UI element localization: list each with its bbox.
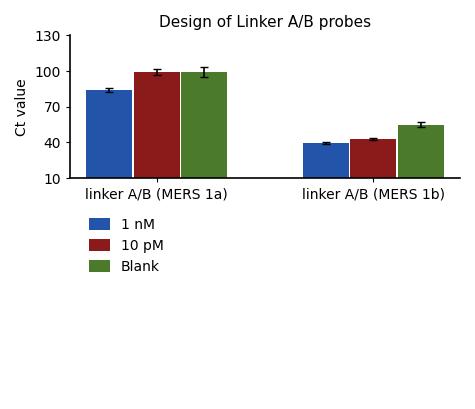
Bar <box>303 143 349 178</box>
Bar <box>350 139 397 178</box>
Y-axis label: Ct value: Ct value <box>15 78 29 135</box>
Legend: 1 nM, 10 pM, Blank: 1 nM, 10 pM, Blank <box>85 213 168 278</box>
Bar <box>181 72 228 178</box>
Title: Design of Linker A/B probes: Design of Linker A/B probes <box>159 15 371 30</box>
Bar <box>86 90 132 178</box>
Bar <box>133 72 180 178</box>
Bar <box>398 124 444 178</box>
